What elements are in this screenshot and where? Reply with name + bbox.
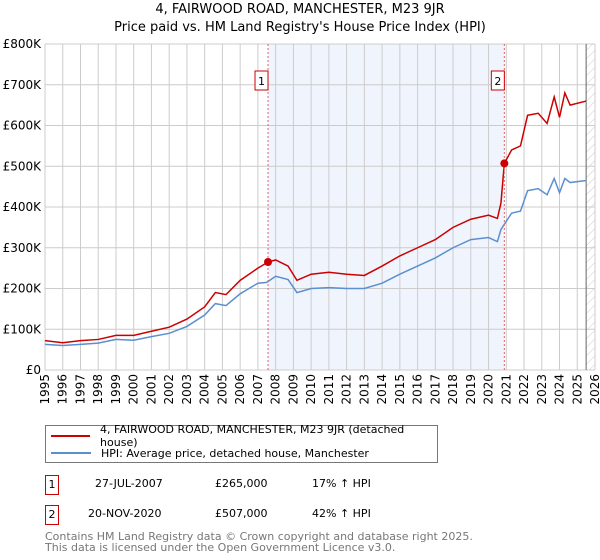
x-tick-label: 2024	[553, 374, 567, 405]
y-tick-label: £300K	[3, 241, 43, 255]
sale-price: £265,000	[215, 477, 268, 490]
x-tick-label: 2000	[127, 374, 141, 405]
sale-row: 2 20-NOV-2020 £507,000 42% ↑ HPI	[45, 505, 545, 525]
series-line	[44, 90, 587, 344]
x-tick-label: 1995	[38, 374, 52, 405]
x-tick-label: 2001	[144, 374, 158, 405]
sale-date: 27-JUL-2007	[95, 477, 163, 490]
x-tick-label: 2011	[322, 374, 336, 405]
chart-title: 4, FAIRWOOD ROAD, MANCHESTER, M23 9JR	[155, 2, 445, 17]
x-tick-label: 2006	[233, 374, 247, 405]
footer-licence: This data is licensed under the Open Gov…	[45, 541, 396, 554]
blue-line-swatch-icon	[51, 452, 91, 454]
sale-marker-label: 2	[494, 75, 501, 88]
legend-label: HPI: Average price, detached house, Manc…	[101, 446, 369, 460]
x-tick-label: 1999	[109, 374, 123, 405]
footer-copyright: Contains HM Land Registry data © Crown c…	[45, 530, 473, 543]
y-tick-label: £600K	[3, 119, 43, 133]
sale-point	[264, 258, 273, 267]
x-tick-label: 2025	[570, 374, 584, 405]
x-tick-label: 2003	[180, 374, 194, 405]
sale-hpi-diff: 42% ↑ HPI	[312, 507, 371, 520]
x-tick-label: 2015	[393, 374, 407, 405]
x-tick-label: 2012	[340, 374, 354, 405]
sale-marker-label: 1	[258, 75, 265, 88]
sale-price: £507,000	[215, 507, 268, 520]
x-tick-label: 1998	[91, 374, 105, 405]
x-tick-label: 2009	[286, 374, 300, 405]
legend: 4, FAIRWOOD ROAD, MANCHESTER, M23 9JR (d…	[45, 423, 438, 463]
sale-marker-badge: 2	[45, 505, 59, 525]
x-tick-label: 2018	[446, 374, 460, 405]
sale-marker-box	[490, 70, 505, 91]
x-tick-label: 1997	[73, 374, 87, 405]
x-tick-label: 2014	[375, 374, 389, 405]
x-tick-label: 1996	[56, 374, 70, 405]
x-tick-label: 2021	[499, 374, 513, 405]
sale-marker-box	[254, 70, 269, 91]
y-tick-label: £200K	[3, 282, 43, 296]
x-tick-label: 2022	[517, 374, 531, 405]
x-tick-label: 2013	[357, 374, 371, 405]
x-tick-label: 2008	[269, 374, 283, 405]
legend-item-hpi: HPI: Average price, detached house, Manc…	[51, 446, 369, 460]
x-tick-label: 2004	[198, 374, 212, 405]
x-tick-label: 2002	[162, 374, 176, 405]
series-line	[44, 176, 587, 347]
y-tick-label: £0	[26, 363, 41, 377]
chart-subtitle: Price paid vs. HM Land Registry's House …	[114, 20, 486, 35]
x-tick-label: 2026	[588, 374, 600, 405]
sale-date: 20-NOV-2020	[88, 507, 162, 520]
sale-hpi-diff: 17% ↑ HPI	[312, 477, 371, 490]
y-tick-label: £400K	[3, 200, 43, 214]
red-line-swatch-icon	[51, 435, 91, 437]
x-tick-label: 2019	[464, 374, 478, 405]
y-tick-label: £500K	[3, 159, 43, 173]
y-tick-label: £100K	[3, 322, 43, 336]
sale-row: 1 27-JUL-2007 £265,000 17% ↑ HPI	[45, 475, 545, 495]
x-tick-label: 2017	[428, 374, 442, 405]
x-tick-label: 2016	[411, 374, 425, 405]
x-tick-label: 2020	[482, 374, 496, 405]
x-tick-label: 2010	[304, 374, 318, 405]
y-tick-label: £700K	[3, 78, 43, 92]
sale-marker-badge: 1	[45, 475, 59, 495]
legend-item-property: 4, FAIRWOOD ROAD, MANCHESTER, M23 9JR (d…	[51, 423, 437, 449]
x-tick-label: 2007	[251, 374, 265, 405]
y-tick-label: £800K	[3, 37, 43, 51]
sale-point	[500, 159, 509, 168]
x-tick-label: 2023	[535, 374, 549, 405]
legend-label: 4, FAIRWOOD ROAD, MANCHESTER, M23 9JR (d…	[100, 423, 405, 449]
x-tick-label: 2005	[215, 374, 229, 405]
